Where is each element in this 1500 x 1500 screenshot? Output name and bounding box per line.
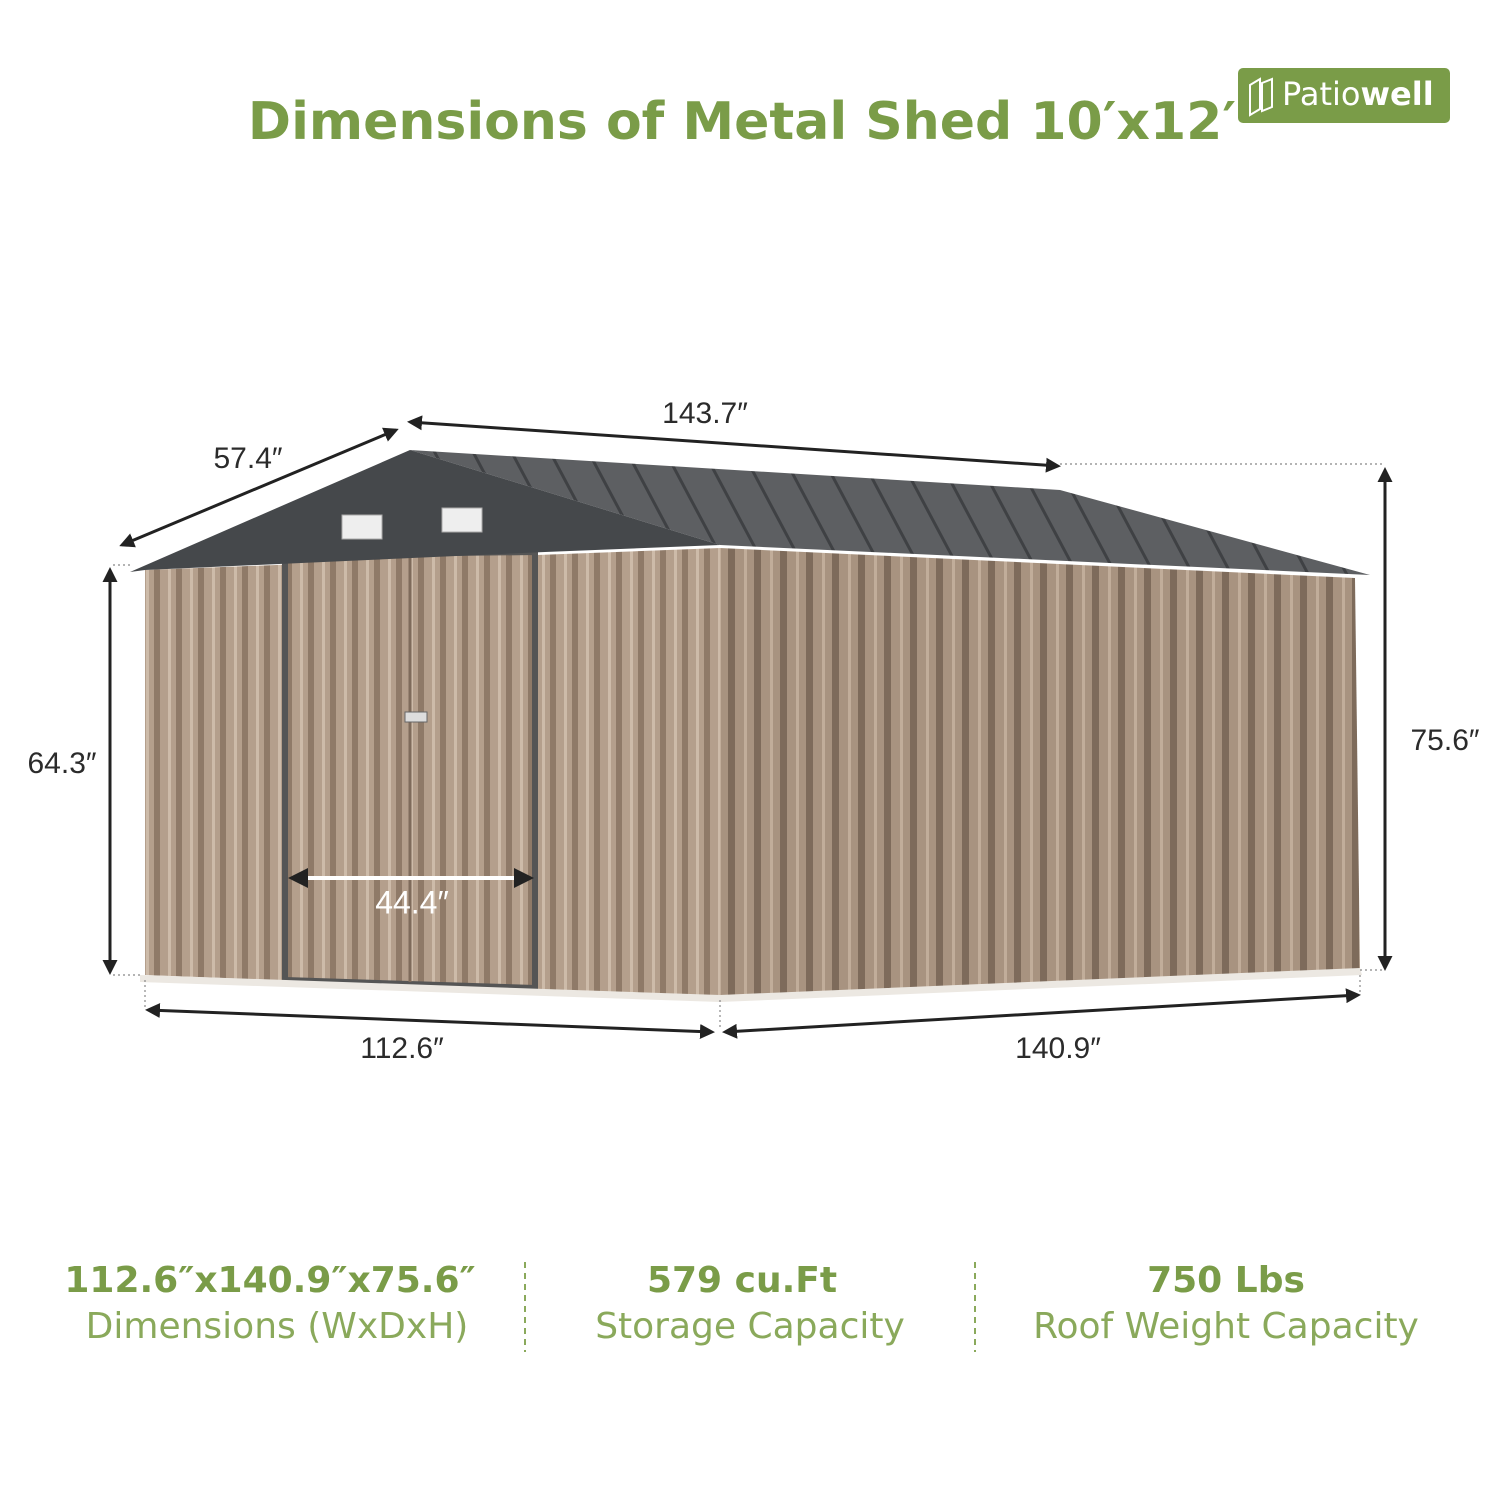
dim-label: 112.6″ [360,1032,444,1065]
dim-label: 143.7″ [662,397,748,430]
logo-text: Patiowell [1282,75,1434,113]
specs: 112.6″x140.9″x75.6″ Dimensions (WxDxH) 5… [64,1260,1419,1352]
roof [410,450,1370,575]
logo-bold: well [1360,75,1433,113]
spec-value: 579 cu.Ft [647,1260,837,1301]
title: Dimensions of Metal Shed 10′x12′ [248,92,1236,152]
logo: Patiowell [1238,68,1450,123]
dim-label: 64.3″ [27,747,96,780]
handle [404,711,428,723]
dim-label: 57.4″ [213,442,282,475]
guide [110,463,1385,1030]
arrow [722,988,1361,1039]
dim-label: 140.9″ [1015,1032,1101,1065]
spec-value: 750 Lbs [1147,1260,1305,1301]
arrow [407,415,1061,473]
spec-label: Storage Capacity [595,1306,905,1347]
dim-label: 75.6″ [1410,724,1479,757]
side-wall [720,548,1360,997]
vent [341,514,383,540]
logo-light: Patio [1282,75,1360,113]
logo-box [1238,68,1450,123]
vent [441,507,483,533]
spec-label: Roof Weight Capacity [1033,1306,1419,1347]
dimension-lines [102,415,1393,1040]
arrow [145,1002,715,1040]
shed [130,450,1370,1002]
arrow [119,427,399,548]
spec-label: Dimensions (WxDxH) [86,1306,469,1347]
spec-value: 112.6″x140.9″x75.6″ [64,1260,475,1301]
logo-icon [1249,77,1273,117]
dim-label: 44.4″ [375,884,449,920]
